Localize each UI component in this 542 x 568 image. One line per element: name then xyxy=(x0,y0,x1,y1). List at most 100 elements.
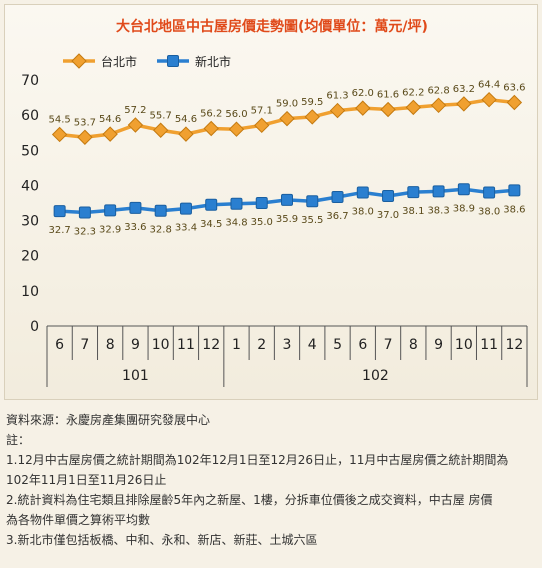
data-point xyxy=(329,102,346,119)
data-label: 38.1 xyxy=(402,206,424,217)
x-tick-label: 8 xyxy=(409,337,418,353)
data-point xyxy=(255,197,268,209)
data-point xyxy=(456,96,472,112)
data-point xyxy=(104,204,117,217)
data-point xyxy=(205,198,218,211)
x-tick-label: 7 xyxy=(384,337,393,353)
data-point xyxy=(331,191,344,204)
data-point xyxy=(152,122,169,138)
data-label: 56.0 xyxy=(225,109,247,120)
data-label: 62.8 xyxy=(427,85,449,96)
data-label: 54.6 xyxy=(175,114,197,125)
data-point xyxy=(432,185,445,198)
data-point xyxy=(102,126,118,142)
data-label: 64.4 xyxy=(478,80,500,91)
year-label: 102 xyxy=(362,368,389,384)
note-line-2: 102年11月1日至11月26日止 xyxy=(6,473,167,487)
data-point xyxy=(483,186,496,199)
data-labels: 54.5 53.7 54.657.2 55.7 54.656.2 56.0 57.159.0… xyxy=(48,80,525,238)
data-point xyxy=(457,183,470,196)
data-label: 38.0 xyxy=(352,206,374,217)
y-tick-label: 10 xyxy=(21,284,39,300)
data-label: 57.1 xyxy=(251,105,273,116)
data-point xyxy=(203,120,219,137)
data-point xyxy=(382,189,395,202)
data-label: 63.2 xyxy=(453,84,475,95)
x-tick-label: 3 xyxy=(283,337,292,353)
y-tick-label: 40 xyxy=(21,178,39,194)
y-tick-label: 60 xyxy=(21,108,39,124)
data-label: 34.8 xyxy=(225,218,247,229)
y-tick-label: 20 xyxy=(21,249,39,265)
data-point xyxy=(506,94,523,111)
data-point xyxy=(304,109,320,125)
data-label: 33.6 xyxy=(124,222,146,233)
line-chart: 大台北地區中古屋房價走勢圖(均價單位：萬元/坪) 台北市 新北市 0 10 20 30 4… xyxy=(21,18,528,387)
data-label: 63.6 xyxy=(503,82,525,93)
data-point xyxy=(281,193,293,206)
data-label: 32.7 xyxy=(48,225,70,236)
data-label: 32.9 xyxy=(99,224,121,235)
note-line-3: 2.統計資料為住宅類且排除屋齡5年內之新屋、1樓，分拆車位價後之成交資料，中古屋… xyxy=(6,493,493,507)
data-label: 59.5 xyxy=(301,97,323,108)
series-layer xyxy=(51,91,523,219)
chart-title: 大台北地區中古屋房價走勢圖(均價單位：萬元/坪) xyxy=(116,18,428,35)
x-tick-label: 6 xyxy=(358,337,367,353)
data-label: 53.7 xyxy=(74,117,96,128)
note-line-1: 1.12月中古屋房價之統計期間為102年12月1日至12月26日止，11月中古屋… xyxy=(6,453,509,467)
data-label: 34.5 xyxy=(200,219,222,230)
x-tick-label: 8 xyxy=(106,337,115,353)
data-label: 32.8 xyxy=(150,225,172,236)
x-tick-label: 7 xyxy=(80,337,89,353)
x-tick-label: 10 xyxy=(455,337,473,353)
x-tick-label: 11 xyxy=(480,337,498,353)
data-label: 56.2 xyxy=(200,108,222,119)
chart-panel: 大台北地區中古屋房價走勢圖(均價單位：萬元/坪) 台北市 新北市 0 10 20 30 4… xyxy=(4,4,538,400)
x-tick-label: 12 xyxy=(505,337,523,353)
data-point xyxy=(78,206,91,219)
data-point xyxy=(179,202,192,215)
data-label: 36.7 xyxy=(326,211,348,222)
notes-heading: 註： xyxy=(6,433,31,447)
note-line-4: 為各物件單價之算術平均數 xyxy=(6,513,151,527)
y-tick-label: 50 xyxy=(21,143,39,159)
data-label: 38.6 xyxy=(503,204,525,215)
data-point xyxy=(356,186,369,199)
note-line-5: 3.新北市僅包括板橋、中和、永和、新店、新莊、土城六區 xyxy=(6,533,318,547)
data-label: 61.3 xyxy=(326,91,348,102)
data-label: 54.5 xyxy=(48,114,70,125)
data-label: 54.6 xyxy=(99,114,121,125)
legend-label: 新北市 xyxy=(195,54,231,69)
data-label: 35.0 xyxy=(251,217,273,228)
data-point xyxy=(228,121,245,137)
data-point xyxy=(77,129,93,145)
source-notes: 資料來源：永慶房產集團研究發展中心 註： 1.12月中古屋房價之統計期間為102… xyxy=(6,410,536,550)
data-label: 37.0 xyxy=(377,210,399,221)
y-tick-label: 70 xyxy=(21,73,39,89)
data-label: 59.0 xyxy=(276,99,298,110)
data-label: 38.9 xyxy=(453,203,475,214)
data-label: 62.2 xyxy=(402,87,424,98)
data-label: 57.2 xyxy=(124,105,146,116)
x-tick-label: 11 xyxy=(177,337,195,353)
data-point xyxy=(355,100,371,116)
data-point xyxy=(508,184,521,197)
data-point xyxy=(380,101,396,118)
data-label: 32.3 xyxy=(74,226,96,237)
data-label: 55.7 xyxy=(150,110,172,121)
data-label: 38.3 xyxy=(427,205,449,216)
x-tick-label: 4 xyxy=(308,337,317,353)
data-label: 33.4 xyxy=(175,223,197,234)
data-label: 61.6 xyxy=(377,90,399,101)
legend: 台北市 新北市 xyxy=(63,53,231,69)
x-tick-label: 9 xyxy=(131,337,140,353)
legend-label: 台北市 xyxy=(101,54,137,69)
x-tick-label: 2 xyxy=(257,337,266,353)
source-line: 資料來源：永慶房產集團研究發展中心 xyxy=(6,413,211,427)
data-point xyxy=(405,99,422,116)
y-tick-label: 30 xyxy=(21,214,39,230)
data-point xyxy=(430,97,447,114)
legend-marker xyxy=(71,53,87,69)
x-tick-label: 1 xyxy=(232,337,241,353)
